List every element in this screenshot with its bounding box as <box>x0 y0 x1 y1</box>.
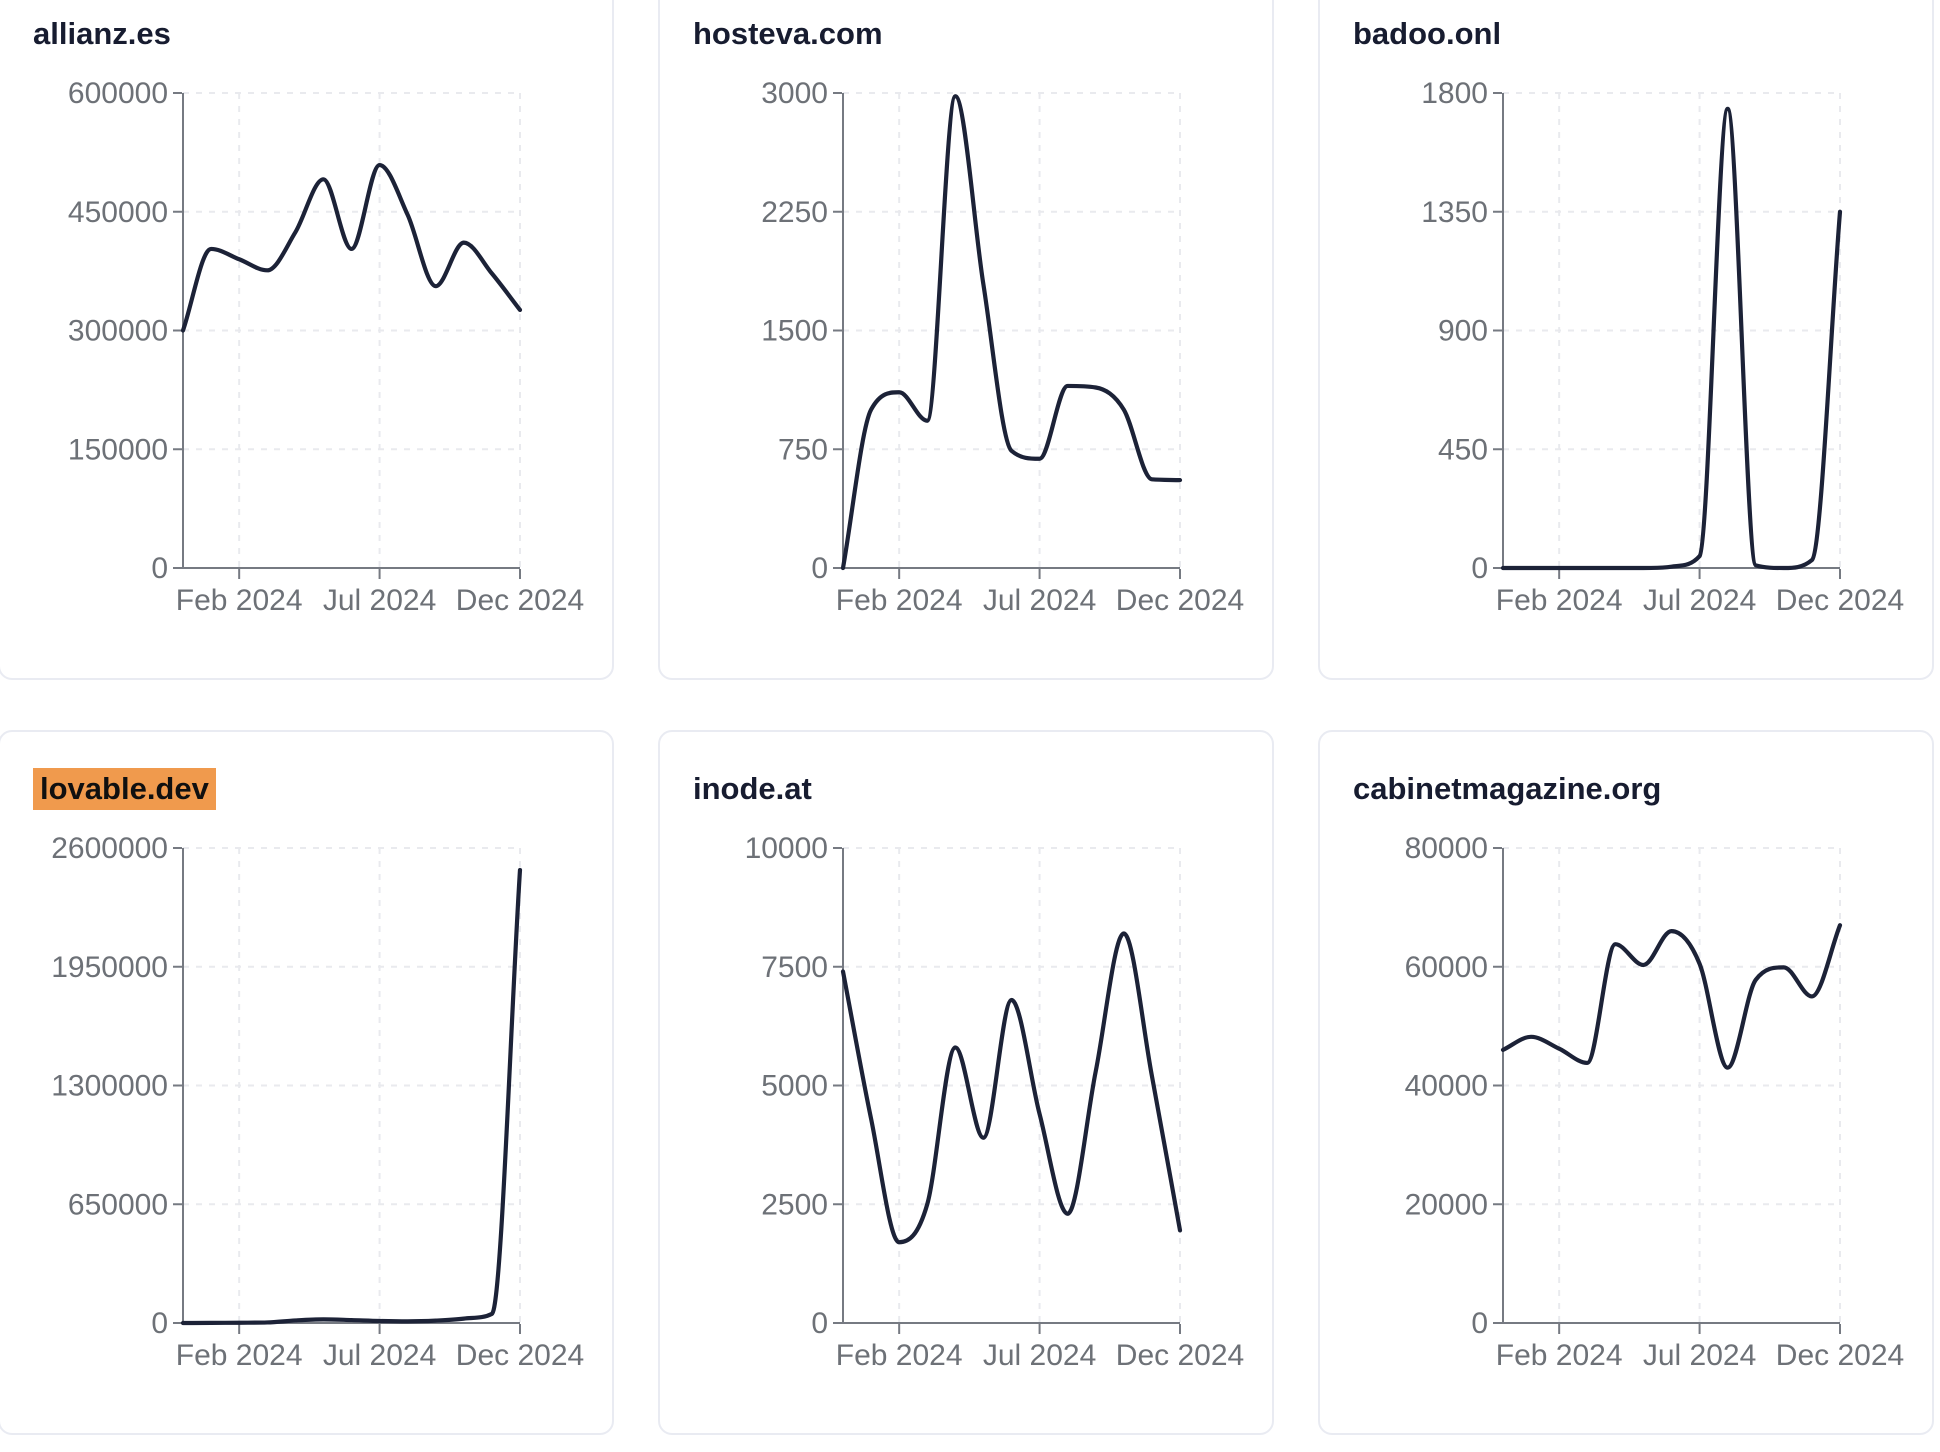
x-tick-label: Feb 2024 <box>176 584 303 617</box>
traffic-chart: 0 2500 5000 7500 10000 Feb 2024 Jul 2024 Dec 20… <box>745 832 1245 1372</box>
domain-card: lovable.dev 0 650000 1300000 1950000 2600000… <box>0 730 614 1435</box>
y-tick-label: 2600000 <box>51 832 168 865</box>
y-tick-label: 750 <box>778 433 828 466</box>
traffic-chart: 0 650000 1300000 1950000 2600000 Feb 2024 Jul … <box>51 832 584 1372</box>
y-tick-label: 1350 <box>1421 196 1488 229</box>
y-tick-label: 0 <box>151 1307 168 1340</box>
domain-title-text[interactable]: badoo.onl <box>1353 16 1502 51</box>
y-tick-label: 0 <box>1471 1307 1488 1340</box>
x-tick-label: Jul 2024 <box>1643 1339 1756 1372</box>
domain-title: allianz.es <box>33 16 171 51</box>
y-tick-label: 2250 <box>761 196 828 229</box>
domain-title: cabinetmagazine.org <box>1353 771 1662 806</box>
y-tick-label: 80000 <box>1405 832 1488 865</box>
y-tick-label: 3000 <box>761 77 828 110</box>
y-tick-label: 150000 <box>68 433 168 466</box>
x-tick-label: Jul 2024 <box>983 584 1096 617</box>
y-tick-label: 0 <box>811 1307 828 1340</box>
x-tick-label: Feb 2024 <box>836 1339 963 1372</box>
x-tick-label: Jul 2024 <box>1643 584 1756 617</box>
y-tick-label: 1300000 <box>51 1070 168 1103</box>
domain-title-text[interactable]: hosteva.com <box>693 16 883 51</box>
y-tick-label: 20000 <box>1405 1188 1488 1221</box>
y-tick-label: 10000 <box>745 832 828 865</box>
x-tick-label: Feb 2024 <box>1496 1339 1623 1372</box>
x-tick-label: Feb 2024 <box>836 584 963 617</box>
y-tick-label: 7500 <box>761 951 828 984</box>
series-line <box>180 867 523 1326</box>
domain-title: inode.at <box>693 771 812 806</box>
y-tick-label: 0 <box>151 552 168 585</box>
y-tick-label: 2500 <box>761 1188 828 1221</box>
y-tick-label: 60000 <box>1405 951 1488 984</box>
series-line <box>1500 923 1843 1070</box>
domain-title: hosteva.com <box>693 16 883 51</box>
x-tick-label: Dec 2024 <box>456 1339 584 1372</box>
domain-title: lovable.dev <box>33 768 216 810</box>
series-line <box>840 931 1183 1245</box>
domain-card: inode.at 0 2500 5000 7500 10000 Feb 2024 Jul 2… <box>658 730 1274 1435</box>
x-tick-label: Dec 2024 <box>456 584 584 617</box>
domain-card: allianz.es 0 150000 300000 450000 600000 Feb … <box>0 0 614 680</box>
y-tick-label: 900 <box>1438 315 1488 348</box>
traffic-chart: 0 450 900 1350 1800 Feb 2024 Jul 2024 Dec 2024 <box>1421 77 1904 617</box>
domain-title: badoo.onl <box>1353 16 1502 51</box>
domain-card: hosteva.com 0 750 1500 2250 3000 Feb 2024 Jul … <box>658 0 1274 680</box>
y-tick-label: 0 <box>811 552 828 585</box>
domain-title-text[interactable]: allianz.es <box>33 16 171 51</box>
x-tick-label: Jul 2024 <box>983 1339 1096 1372</box>
y-tick-label: 5000 <box>761 1070 828 1103</box>
y-tick-label: 600000 <box>68 77 168 110</box>
y-tick-label: 450 <box>1438 433 1488 466</box>
y-tick-label: 650000 <box>68 1188 168 1221</box>
y-tick-label: 1800 <box>1421 77 1488 110</box>
domain-card: cabinetmagazine.org 0 20000 40000 60000 8000… <box>1318 730 1934 1435</box>
x-tick-label: Jul 2024 <box>323 584 436 617</box>
x-tick-label: Jul 2024 <box>323 1339 436 1372</box>
y-tick-label: 1950000 <box>51 951 168 984</box>
x-tick-label: Feb 2024 <box>1496 584 1623 617</box>
x-tick-label: Dec 2024 <box>1776 1339 1904 1372</box>
x-tick-label: Feb 2024 <box>176 1339 303 1372</box>
y-tick-label: 40000 <box>1405 1070 1488 1103</box>
traffic-chart: 0 20000 40000 60000 80000 Feb 2024 Jul 2024 Dec… <box>1405 832 1905 1372</box>
x-tick-label: Dec 2024 <box>1116 1339 1244 1372</box>
domain-title-text[interactable]: lovable.dev <box>33 768 216 810</box>
series-line <box>180 162 523 333</box>
domain-title-text[interactable]: inode.at <box>693 771 812 806</box>
domain-card: badoo.onl 0 450 900 1350 1800 Feb 2024 Jul 202… <box>1318 0 1934 680</box>
y-tick-label: 450000 <box>68 196 168 229</box>
traffic-chart: 0 150000 300000 450000 600000 Feb 2024 Jul 202… <box>68 77 584 617</box>
y-tick-label: 0 <box>1471 552 1488 585</box>
x-tick-label: Dec 2024 <box>1776 584 1904 617</box>
domain-title-text[interactable]: cabinetmagazine.org <box>1353 771 1662 806</box>
series-line <box>1500 106 1843 571</box>
traffic-chart: 0 750 1500 2250 3000 Feb 2024 Jul 2024 Dec 2024 <box>761 77 1244 617</box>
series-line <box>840 94 1183 571</box>
y-tick-label: 300000 <box>68 315 168 348</box>
y-tick-label: 1500 <box>761 315 828 348</box>
x-tick-label: Dec 2024 <box>1116 584 1244 617</box>
